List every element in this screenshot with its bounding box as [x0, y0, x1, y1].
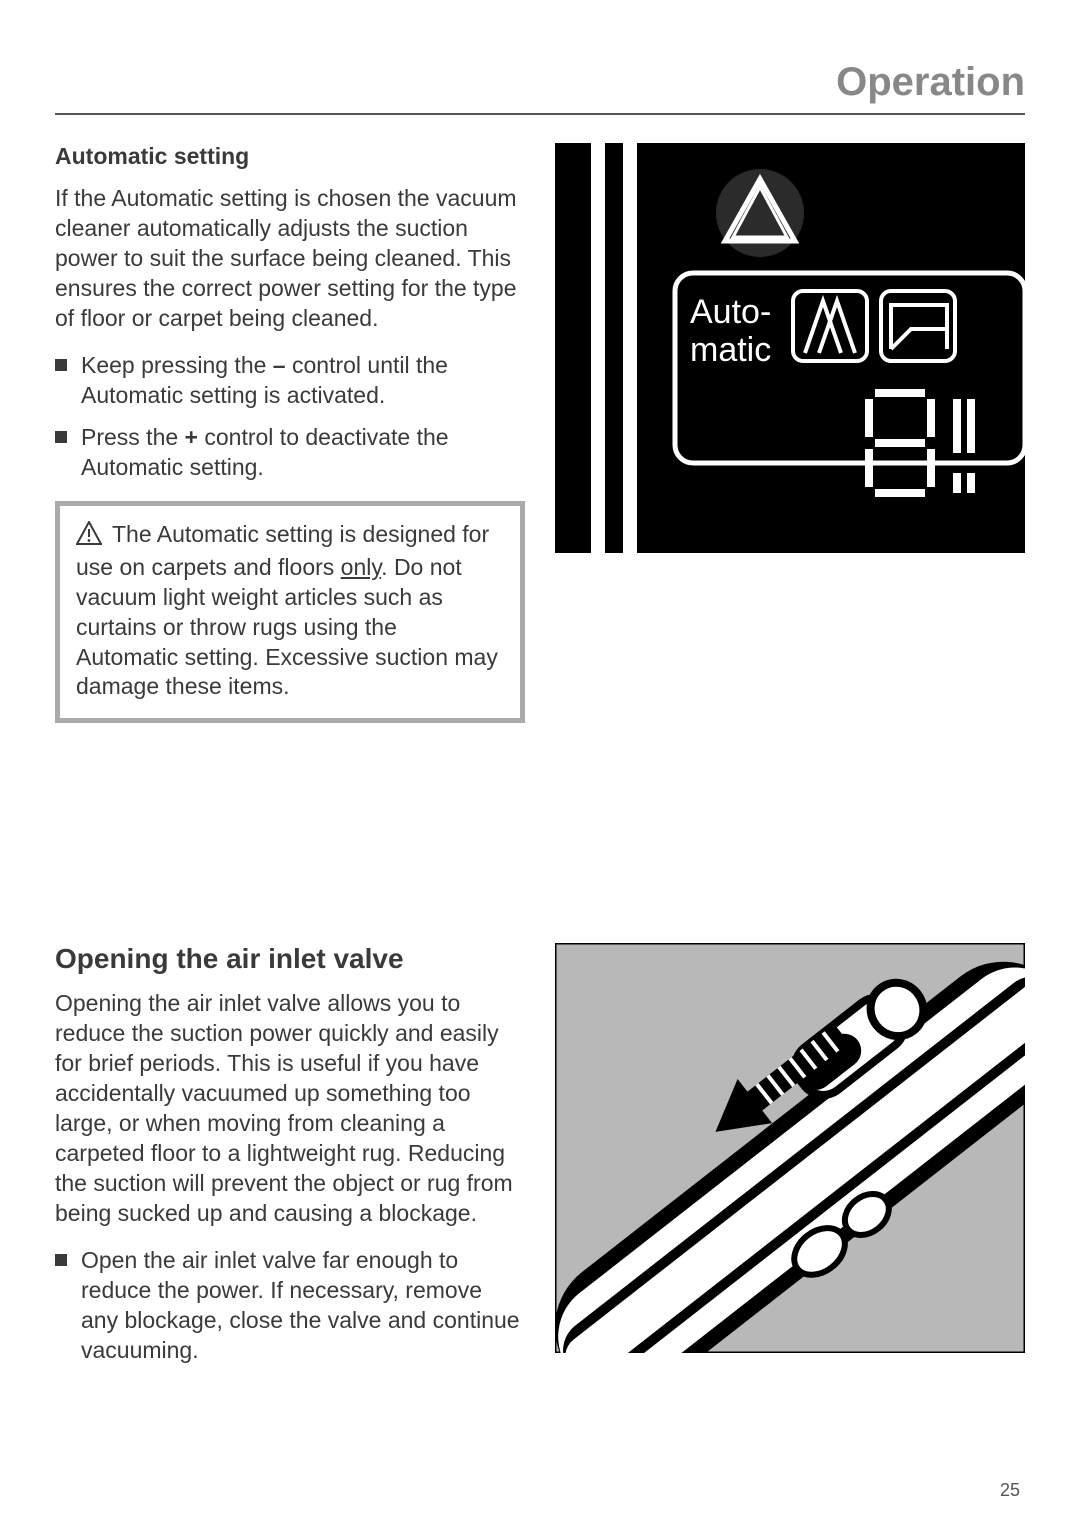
control-panel-illustration: Auto- matic — [555, 143, 1025, 553]
bullet-text-bold: + — [185, 424, 198, 450]
right-column-2 — [555, 943, 1025, 1384]
section2-heading: Opening the air inlet valve — [55, 943, 525, 975]
section2-bullets: Open the air inlet valve far enough to r… — [55, 1246, 525, 1366]
bullet-text-bold: – — [273, 352, 286, 378]
bullet-item: Press the + control to deactivate the Au… — [55, 423, 525, 483]
section2-intro: Opening the air inlet valve allows you t… — [55, 989, 525, 1228]
section1-intro: If the Automatic setting is chosen the v… — [55, 184, 525, 333]
panel-label-line2: matic — [690, 331, 771, 369]
section1-heading: Automatic setting — [55, 143, 525, 170]
left-column-2: Opening the air inlet valve Opening the … — [55, 943, 525, 1384]
warning-triangle-icon — [76, 521, 102, 553]
warning-box: The Automatic setting is de­signed for u… — [55, 501, 525, 723]
bullet-text-pre: Press the — [81, 424, 185, 450]
section1-bullets: Keep pressing the – control until the Au… — [55, 351, 525, 483]
bullet-item: Keep pressing the – control until the Au… — [55, 351, 525, 411]
warning-text-underline: only — [341, 554, 382, 580]
panel-label-line1: Auto- — [690, 293, 771, 331]
page-title: Operation — [55, 60, 1025, 115]
air-inlet-valve-illustration — [555, 943, 1025, 1353]
page-number: 25 — [1000, 1480, 1020, 1501]
left-column: Automatic setting If the Automatic setti… — [55, 143, 525, 723]
bullet-text-pre: Keep pressing the — [81, 352, 273, 378]
bullet-item: Open the air inlet valve far enough to r… — [55, 1246, 525, 1366]
right-column: Auto- matic — [555, 143, 1025, 723]
